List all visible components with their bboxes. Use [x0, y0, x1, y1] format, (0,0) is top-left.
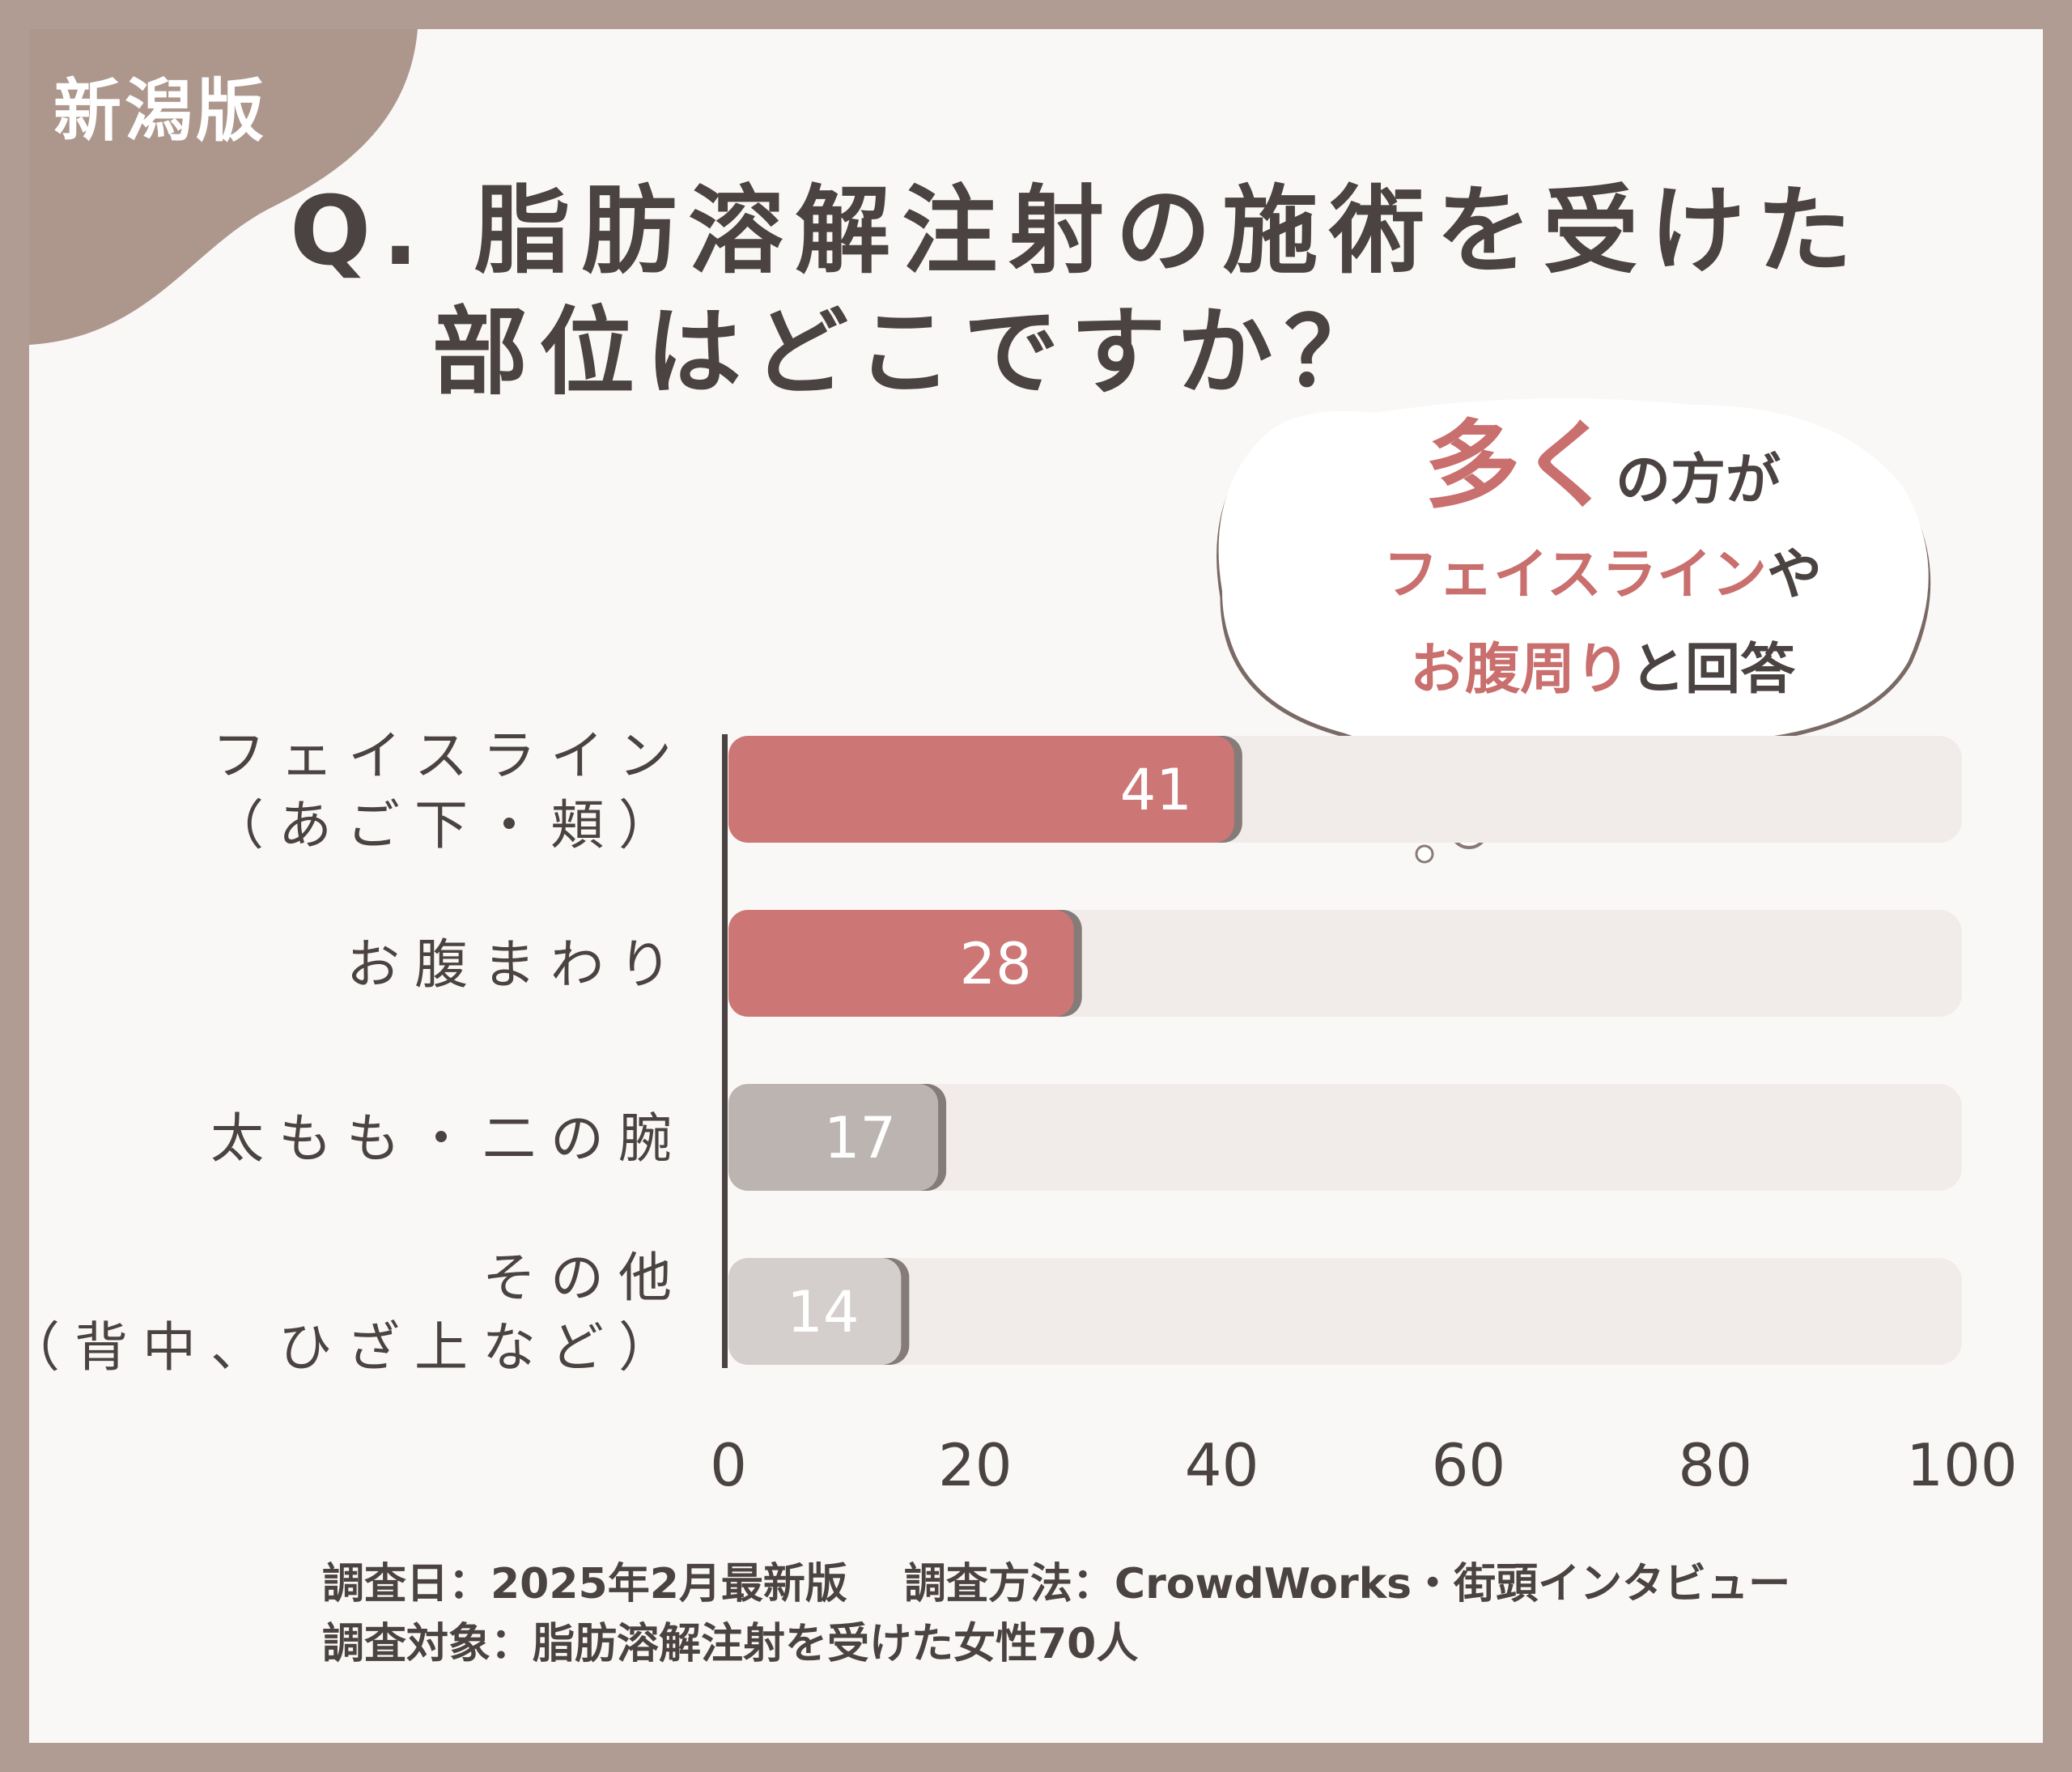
category-label: 太もも・二の腕 — [210, 1107, 686, 1170]
bar — [728, 736, 1234, 843]
x-tick-label: 80 — [1678, 1431, 1752, 1499]
x-tick-label: 60 — [1432, 1431, 1506, 1499]
survey-date: 調査日：2025年2月最新版 — [322, 1560, 847, 1608]
callout-belly: お腹周り — [1409, 638, 1630, 702]
callout-line-1: 多くの方が — [1279, 418, 1926, 535]
x-tick-label: 0 — [710, 1431, 747, 1499]
callout-line2-rest: や — [1766, 543, 1822, 607]
callout-faceline: フェイスライン — [1383, 543, 1767, 607]
bar — [728, 1084, 939, 1191]
chart-title: Q. 脂肪溶解注射の施術を受けた 部位はどこですか？ — [290, 170, 1863, 413]
bar-value-label: 14 — [787, 1279, 859, 1345]
region-badge: 新潟版 — [53, 71, 268, 151]
callout-text: 多くの方が フェイスラインや お腹周りと回答 — [1279, 418, 1926, 725]
category-label: お腹まわり — [346, 933, 686, 996]
category-label: フェイスライン — [212, 725, 686, 787]
survey-target: 調査対象：脂肪溶解注射を受けた女性70人 — [322, 1620, 1139, 1668]
callout-line-2: フェイスラインや — [1279, 535, 1926, 630]
x-tick-label: 40 — [1185, 1431, 1259, 1499]
survey-method: 調査方法：CrowdWorks・街頭インタビュー — [903, 1560, 1791, 1608]
infographic-card — [29, 29, 2043, 1743]
bar-track — [728, 1258, 1962, 1365]
title-line-1: Q. 脂肪溶解注射の施術を受けた — [290, 175, 1864, 287]
bar — [728, 1258, 902, 1365]
x-tick-label: 100 — [1906, 1431, 2017, 1499]
callout-line3-rest: と回答 — [1630, 638, 1796, 702]
bar — [728, 910, 1074, 1017]
speech-bubble — [1216, 398, 1931, 864]
bar-value-label: 41 — [1120, 757, 1192, 823]
bar-value-label: 17 — [824, 1105, 896, 1171]
bar-value-label: 28 — [960, 931, 1032, 997]
y-axis-line — [722, 734, 728, 1368]
category-label: （背中、ひざ上など） — [6, 1316, 686, 1379]
category-label: （あご下・頬） — [210, 794, 686, 856]
title-line-2: 部位はどこですか？ — [432, 296, 1391, 408]
corner-badge-shape — [29, 29, 418, 345]
footer-line-1: 調査日：2025年2月最新版 調査方法：CrowdWorks・街頭インタビュー — [322, 1554, 1790, 1614]
survey-footer: 調査日：2025年2月最新版 調査方法：CrowdWorks・街頭インタビュー 調… — [322, 1554, 1790, 1674]
callout-line-3: お腹周りと回答 — [1279, 630, 1926, 725]
x-tick-label: 20 — [938, 1431, 1013, 1499]
callout-line1-rest: の方が — [1616, 448, 1781, 512]
callout-emphasis: 多く — [1424, 410, 1616, 521]
category-label: その他 — [482, 1247, 686, 1309]
bar-track — [728, 1084, 1962, 1191]
